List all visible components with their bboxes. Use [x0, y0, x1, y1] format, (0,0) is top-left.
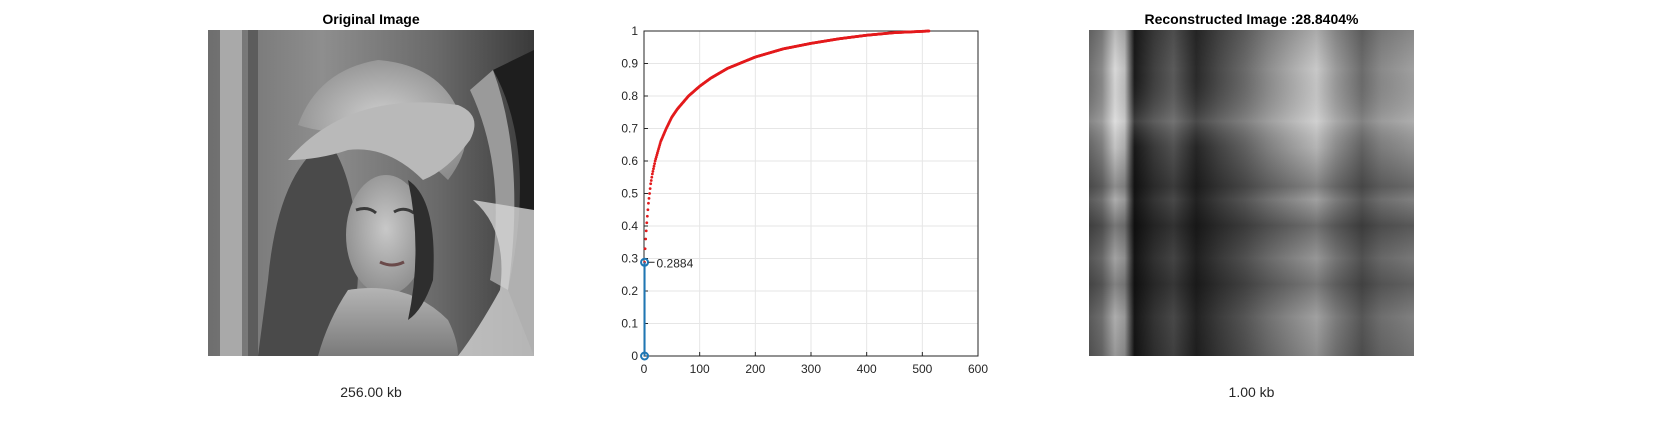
y-tick-label: 0.2 [621, 284, 638, 298]
energy-curve-point [927, 29, 931, 33]
energy-curve-point [650, 175, 654, 179]
energy-curve-point [652, 164, 656, 168]
reconstructed-image-title: Reconstructed Image :28.8404% [1144, 11, 1359, 27]
threshold-annotation: 0.2884 [657, 256, 694, 270]
energy-curve-point [649, 182, 653, 186]
reconstructed-image [1089, 30, 1414, 356]
y-tick-label: 0.5 [621, 187, 638, 201]
energy-curve-point [645, 221, 649, 225]
energy-curve-point [653, 162, 656, 166]
x-tick-label: 200 [745, 362, 765, 376]
original-image-title: Original Image [322, 11, 420, 27]
x-tick-label: 300 [801, 362, 821, 376]
original-image-size: 256.00 kb [340, 384, 402, 400]
energy-curve-point [644, 229, 648, 233]
y-tick-label: 0.6 [621, 154, 638, 168]
threshold-marker [640, 257, 650, 267]
energy-curve-point [647, 196, 651, 200]
x-tick-label: 500 [912, 362, 932, 376]
x-tick-label: 400 [857, 362, 877, 376]
energy-curve-point [652, 167, 655, 171]
y-tick-label: 0.9 [621, 57, 638, 71]
x-tick-label: 600 [968, 362, 988, 376]
x-tick-label: 0 [641, 362, 648, 376]
energy-curve-point [646, 208, 650, 212]
energy-curve-point [648, 187, 652, 191]
energy-curve-point [645, 214, 649, 218]
energy-curve-point [650, 172, 654, 176]
y-tick-label: 1 [631, 24, 638, 38]
y-tick-label: 0.3 [621, 252, 638, 266]
reconstructed-image-size: 1.00 kb [1228, 384, 1275, 400]
energy-curve-point [647, 201, 650, 205]
y-tick-label: 0.1 [621, 317, 638, 331]
original-image [208, 30, 534, 356]
y-tick-label: 0 [631, 349, 638, 363]
energy-curve-point [649, 179, 653, 182]
energy-curve-point [648, 192, 651, 195]
y-tick-label: 0.4 [621, 219, 638, 233]
energy-curve-point [643, 247, 647, 251]
x-tick-label: 100 [690, 362, 710, 376]
y-tick-label: 0.8 [621, 89, 638, 103]
y-tick-label: 0.7 [621, 122, 638, 136]
energy-curve-point [644, 237, 648, 241]
energy-curve-point [651, 170, 655, 173]
threshold-marker [640, 351, 650, 361]
